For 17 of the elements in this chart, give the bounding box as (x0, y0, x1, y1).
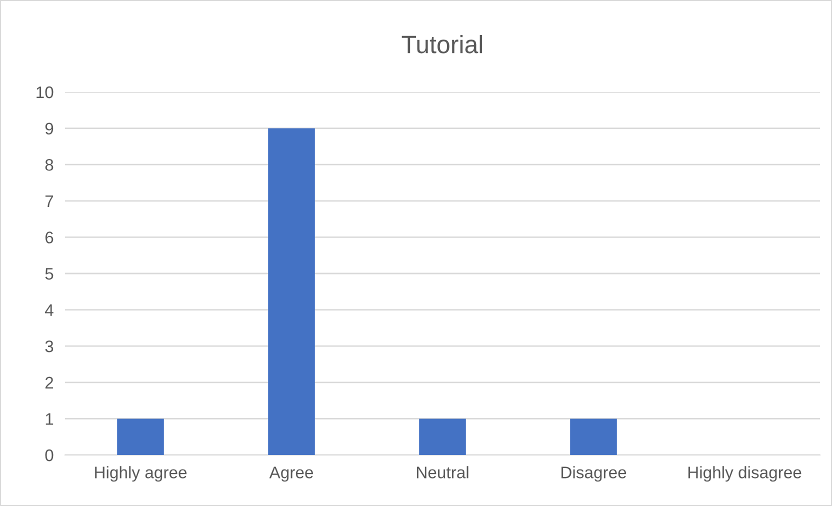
x-tick-label: Disagree (562, 466, 626, 482)
x-tick-label: Highly disagree (688, 466, 802, 482)
y-tick-label: 0 (45, 449, 54, 462)
x-tick-label: Neutral (417, 466, 468, 478)
y-tick-label: 9 (45, 122, 54, 135)
chart-title: Tutorial (402, 34, 482, 54)
y-tick-label: 10 (36, 86, 54, 98)
y-tick-label: 5 (45, 268, 54, 280)
y-tick-label: 6 (45, 232, 54, 244)
y-tick-label: 4 (45, 304, 54, 316)
y-tick-label: 2 (45, 376, 54, 388)
x-tick-label: Highly agree (95, 466, 187, 482)
y-tick-label: 7 (45, 195, 54, 207)
y-tick-label: 3 (45, 340, 54, 352)
y-tick-label: 1 (46, 413, 54, 425)
y-tick-label: 8 (45, 159, 54, 171)
x-tick-label: Agree (269, 466, 313, 482)
